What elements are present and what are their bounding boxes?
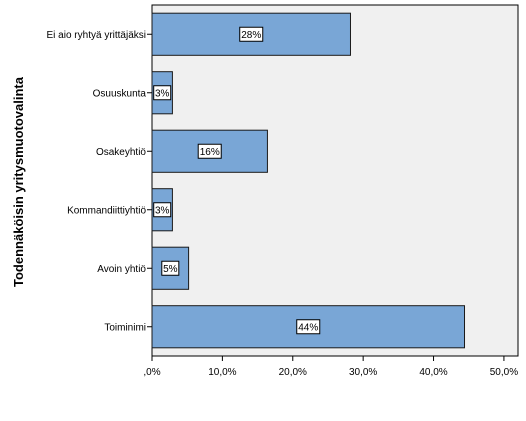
x-tick-label: 20,0% bbox=[279, 367, 307, 378]
x-tick-label: 30,0% bbox=[349, 367, 377, 378]
data-label-box bbox=[153, 85, 172, 101]
category-label: Osakeyhtiö bbox=[96, 147, 146, 158]
data-label: 3% bbox=[155, 205, 170, 216]
data-label: 44% bbox=[298, 322, 318, 333]
category-label: Avoin yhtiö bbox=[97, 264, 146, 275]
plot-background bbox=[151, 4, 519, 357]
data-label: 3% bbox=[155, 88, 170, 99]
y-axis-title: Todennäköisin yritysmuotovalinta bbox=[11, 76, 26, 287]
category-label: Osuuskunta bbox=[93, 88, 147, 99]
category-label: Kommandiittiyhtiö bbox=[67, 205, 146, 216]
data-label-box bbox=[161, 260, 180, 276]
data-label: 16% bbox=[200, 147, 220, 158]
category-label: Ei aio ryhtyä yrittäjäksi bbox=[47, 30, 146, 41]
data-label: 28% bbox=[241, 30, 261, 41]
x-tick-label: 10,0% bbox=[208, 367, 236, 378]
data-label-box bbox=[197, 143, 222, 159]
data-label: 5% bbox=[163, 264, 178, 275]
x-tick-label: ,0% bbox=[143, 367, 160, 378]
x-tick-label: 40,0% bbox=[419, 367, 447, 378]
data-label-box bbox=[153, 202, 172, 218]
category-label: Toiminimi bbox=[104, 322, 146, 333]
x-tick-label: 50,0% bbox=[490, 367, 518, 378]
data-label-box bbox=[239, 26, 264, 42]
data-label-box bbox=[296, 319, 321, 335]
